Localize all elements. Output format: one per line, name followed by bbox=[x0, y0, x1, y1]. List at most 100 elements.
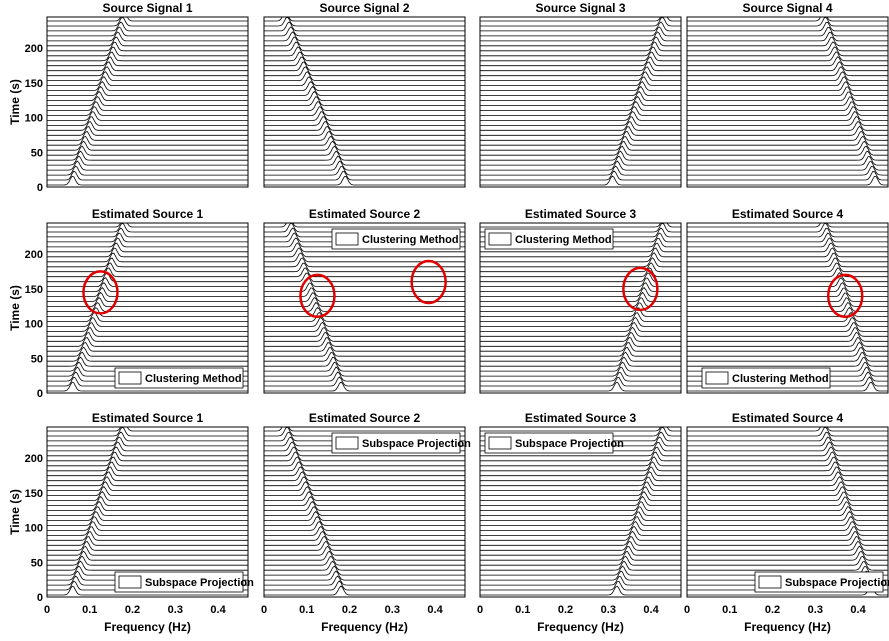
trace-line bbox=[264, 376, 465, 387]
panel: Estimated Source 1 Subspace Projection 0 0.… bbox=[44, 411, 254, 634]
y-tick-label: 200 bbox=[25, 43, 43, 55]
trace-line bbox=[687, 341, 888, 352]
trace-group bbox=[480, 17, 681, 186]
trace-line bbox=[47, 427, 248, 432]
trace-group bbox=[264, 223, 465, 392]
trace-line bbox=[480, 36, 681, 47]
trace-line bbox=[47, 155, 248, 166]
trace-line bbox=[480, 302, 681, 312]
x-axis-label: Frequency (Hz) bbox=[537, 620, 624, 634]
trace-line bbox=[687, 555, 888, 566]
legend-box bbox=[114, 367, 244, 389]
x-tick-label: 0.3 bbox=[601, 604, 616, 616]
trace-line bbox=[687, 491, 888, 501]
x-axis-label: Frequency (Hz) bbox=[104, 620, 191, 634]
trace-line bbox=[47, 135, 248, 146]
legend: Clustering Method bbox=[701, 367, 831, 389]
trace-line bbox=[47, 257, 248, 268]
trace-line bbox=[687, 257, 888, 268]
trace-line bbox=[687, 223, 888, 233]
trace-line bbox=[480, 546, 681, 556]
trace-line bbox=[687, 297, 888, 307]
trace-line bbox=[687, 431, 888, 442]
trace-line bbox=[264, 145, 465, 156]
trace-line bbox=[480, 86, 681, 96]
y-tick-label: 150 bbox=[25, 488, 43, 500]
trace-line bbox=[687, 486, 888, 496]
panel: Estimated Source 3 Subspace Projection 0 0.… bbox=[477, 411, 682, 634]
legend-box bbox=[484, 228, 614, 250]
trace-line bbox=[480, 252, 681, 263]
trace-line bbox=[480, 282, 681, 292]
trace-line bbox=[264, 560, 465, 571]
trace-line bbox=[47, 500, 248, 511]
legend-swatch bbox=[488, 232, 512, 246]
trace-line bbox=[264, 565, 465, 576]
trace-line bbox=[687, 531, 888, 541]
trace-line bbox=[264, 140, 465, 151]
trace-line bbox=[264, 371, 465, 382]
legend-box bbox=[114, 571, 244, 593]
trace-line bbox=[687, 41, 888, 52]
panel-title: Estimated Source 3 bbox=[525, 207, 637, 221]
trace-line bbox=[687, 481, 888, 491]
trace-line bbox=[480, 486, 681, 496]
trace-line bbox=[687, 262, 888, 273]
trace-line bbox=[687, 96, 888, 106]
trace-line bbox=[687, 17, 888, 22]
trace-line bbox=[264, 366, 465, 377]
trace-line bbox=[480, 287, 681, 297]
trace-line bbox=[47, 106, 248, 116]
trace-line bbox=[264, 106, 465, 116]
trace-line bbox=[687, 71, 888, 81]
trace-line bbox=[480, 81, 681, 91]
trace-line bbox=[264, 130, 465, 141]
trace-line bbox=[480, 136, 681, 146]
trace-group bbox=[687, 17, 888, 186]
trace-line bbox=[264, 555, 465, 566]
x-tick-label: 0.3 bbox=[168, 604, 183, 616]
trace-line bbox=[687, 505, 888, 516]
legend-swatch bbox=[758, 575, 782, 589]
trace-line bbox=[47, 301, 248, 312]
trace-line bbox=[687, 101, 888, 111]
trace-line bbox=[480, 121, 681, 131]
trace-line bbox=[47, 511, 248, 521]
trace-group bbox=[47, 427, 248, 596]
trace-line bbox=[47, 351, 248, 362]
trace-line bbox=[687, 381, 888, 392]
trace-line bbox=[47, 66, 248, 77]
trace-line bbox=[687, 427, 888, 432]
x-tick-label: 0.2 bbox=[558, 604, 573, 616]
trace-line bbox=[47, 495, 248, 506]
trace-group bbox=[687, 427, 888, 596]
trace-group bbox=[687, 223, 888, 392]
x-tick-label: 0.2 bbox=[765, 604, 780, 616]
trace-line bbox=[47, 282, 248, 292]
trace-line bbox=[47, 436, 248, 447]
trace-group bbox=[47, 223, 248, 392]
trace-line bbox=[480, 501, 681, 511]
trace-line bbox=[264, 461, 465, 472]
trace-line bbox=[47, 252, 248, 263]
trace-line bbox=[264, 71, 465, 81]
y-tick-label: 100 bbox=[25, 113, 43, 125]
trace-group bbox=[47, 17, 248, 186]
trace-line bbox=[47, 41, 248, 52]
trace-line bbox=[480, 291, 681, 302]
trace-line bbox=[264, 252, 465, 263]
trace-line bbox=[687, 471, 888, 482]
y-tick-label: 200 bbox=[25, 453, 43, 465]
panel: Source Signal 4 bbox=[686, 1, 889, 188]
trace-line bbox=[47, 232, 248, 243]
x-tick-label: 0 bbox=[684, 604, 690, 616]
trace-line bbox=[480, 95, 681, 106]
trace-line bbox=[264, 66, 465, 77]
trace-line bbox=[480, 272, 681, 283]
trace-line bbox=[687, 545, 888, 556]
trace-line bbox=[47, 541, 248, 551]
trace-line bbox=[264, 21, 465, 32]
trace-line bbox=[687, 242, 888, 253]
y-axis-label: Time (s) bbox=[8, 489, 22, 535]
trace-line bbox=[480, 110, 681, 121]
